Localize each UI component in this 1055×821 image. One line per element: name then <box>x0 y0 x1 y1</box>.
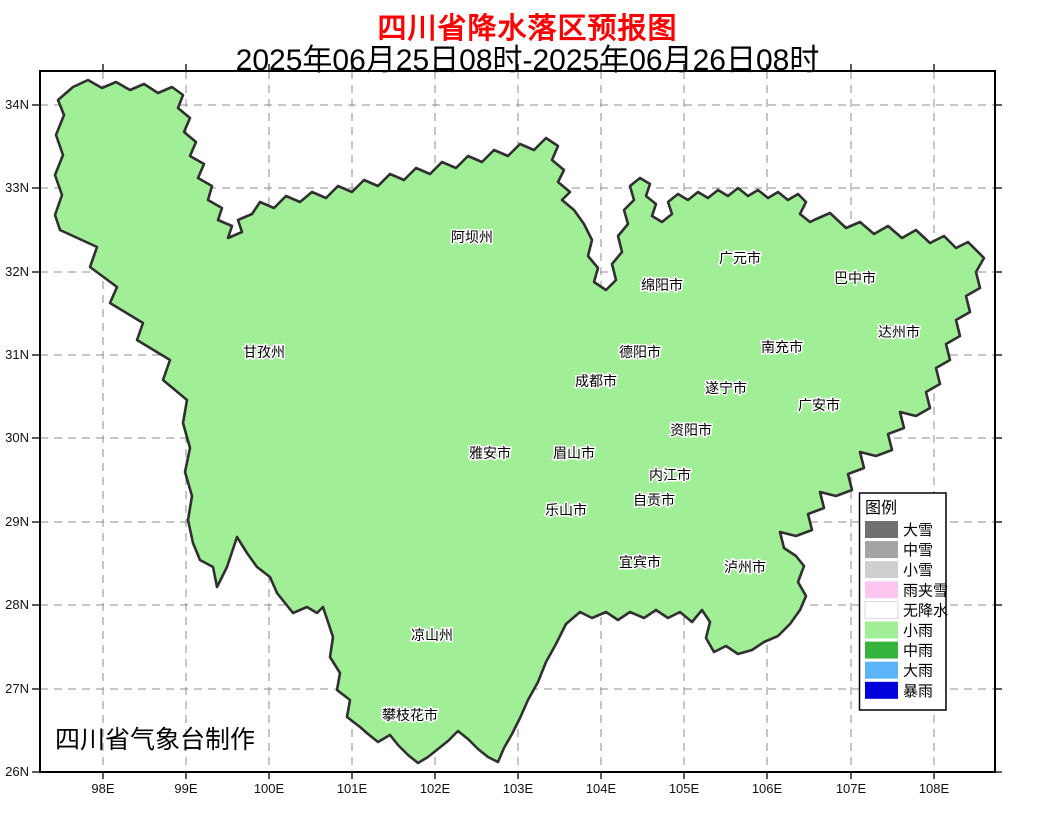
attribution-text: 四川省气象台制作 <box>55 726 255 754</box>
lat-tick-label: 34N <box>5 97 29 112</box>
legend-item: 大雪 <box>865 521 933 539</box>
legend-item-label: 雨夹雪 <box>903 582 948 599</box>
legend-item-label: 小雨 <box>903 623 933 640</box>
lon-tick-label: 100E <box>254 781 285 796</box>
city-label: 南充市 <box>761 339 803 355</box>
legend-swatch <box>865 661 898 679</box>
lat-tick-label: 31N <box>5 347 29 362</box>
city-label: 甘孜州 <box>243 344 285 360</box>
city-label: 遂宁市 <box>705 380 747 396</box>
city-label: 自贡市 <box>633 492 675 508</box>
legend-swatch <box>865 541 898 559</box>
axis-labels: 34N 33N 32N 31N 30N 29N 28N 27N 26N 98E 99E 100E 101… <box>5 97 949 796</box>
legend-swatch <box>865 561 898 579</box>
province-outline <box>53 78 986 765</box>
legend-swatch <box>865 641 898 659</box>
lon-tick-label: 101E <box>337 781 368 796</box>
legend-item-label: 大雪 <box>903 522 933 539</box>
city-label: 泸州市 <box>724 559 766 575</box>
axis-ticks <box>32 64 1002 779</box>
legend-item-label: 中雨 <box>903 643 933 660</box>
city-label: 资阳市 <box>670 422 712 438</box>
legend-item: 雨夹雪 <box>865 581 948 599</box>
legend-item: 中雨 <box>865 641 933 660</box>
legend-swatch <box>865 621 898 639</box>
legend-item-label: 大雨 <box>903 663 933 680</box>
lon-tick-label: 107E <box>836 781 867 796</box>
lat-tick-label: 28N <box>5 597 29 612</box>
map-frame <box>39 70 996 773</box>
city-label: 达州市 <box>878 324 920 340</box>
legend-item: 小雪 <box>865 561 933 579</box>
legend-item: 暴雨 <box>865 681 933 700</box>
county-line <box>55 86 965 115</box>
legend-item: 大雨 <box>865 661 933 680</box>
city-label: 宜宾市 <box>619 554 661 570</box>
lon-tick-label: 99E <box>174 781 197 796</box>
lat-tick-label: 32N <box>5 264 29 279</box>
legend-title: 图例 <box>865 499 897 517</box>
city-label: 内江市 <box>649 467 691 483</box>
legend-item-label: 小雪 <box>903 562 933 579</box>
lat-tick-label: 33N <box>5 180 29 195</box>
city-label: 绵阳市 <box>641 277 683 293</box>
lat-tick-label: 27N <box>5 681 29 696</box>
legend-swatch <box>865 681 898 699</box>
lon-tick-label: 103E <box>503 781 534 796</box>
city-label: 成都市 <box>575 373 617 389</box>
legend-swatch <box>865 521 898 538</box>
legend-item: 无降水 <box>864 600 948 619</box>
lat-tick-label: 29N <box>5 514 29 529</box>
lon-tick-label: 98E <box>91 781 114 796</box>
city-label: 凉山州 <box>411 627 453 643</box>
lon-tick-label: 102E <box>420 781 451 796</box>
lat-tick-label: 26N <box>5 764 29 779</box>
legend-item-label: 暴雨 <box>903 683 933 700</box>
lon-tick-label: 106E <box>752 781 783 796</box>
city-label: 眉山市 <box>553 445 595 461</box>
lat-tick-label: 30N <box>5 430 29 445</box>
lon-tick-label: 108E <box>919 781 950 796</box>
city-label: 乐山市 <box>545 502 587 518</box>
lon-tick-label: 104E <box>586 781 617 796</box>
legend-item-label: 中雪 <box>903 542 933 559</box>
city-label: 雅安市 <box>469 445 511 461</box>
city-label: 阿坝州 <box>451 229 493 245</box>
legend-item: 中雪 <box>865 541 933 559</box>
page-title: 四川省降水落区预报图 <box>377 13 678 45</box>
city-label: 广元市 <box>719 250 761 266</box>
legend-swatch <box>865 581 898 599</box>
legend-item: 小雨 <box>865 621 933 640</box>
legend-swatch <box>864 600 899 619</box>
city-label: 攀枝花市 <box>382 707 438 723</box>
lon-tick-label: 105E <box>669 781 700 796</box>
city-label: 巴中市 <box>834 270 876 286</box>
city-label: 广安市 <box>798 397 840 413</box>
legend-item-label: 无降水 <box>903 602 948 619</box>
city-label: 德阳市 <box>619 344 661 360</box>
